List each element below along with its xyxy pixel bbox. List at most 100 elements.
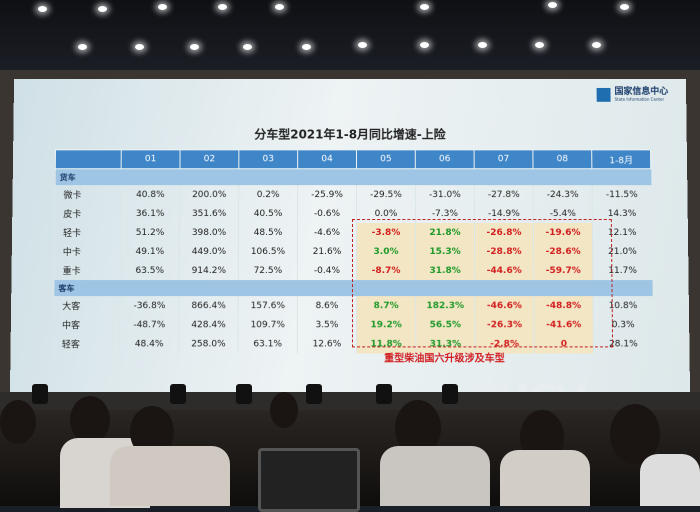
- ceiling-light: [620, 4, 629, 10]
- audience-body: [640, 454, 700, 506]
- ceiling-light: [548, 2, 557, 8]
- row-label: 轻卡: [54, 223, 120, 242]
- table-cell: 48.5%: [238, 223, 297, 242]
- audience-body: [380, 446, 490, 506]
- table-cell: 14.3%: [592, 204, 651, 223]
- stage-spotlight: [442, 384, 458, 404]
- group-row: 货车: [55, 169, 651, 185]
- table-cell: -41.6%: [534, 315, 593, 334]
- table-cell: 40.5%: [239, 204, 298, 223]
- table-cell: 21.8%: [415, 223, 474, 242]
- ceiling-light: [243, 44, 252, 50]
- table-cell: 3.0%: [357, 242, 416, 261]
- stage-spotlight: [376, 384, 392, 404]
- table-cell: -0.6%: [298, 204, 357, 223]
- sic-logo-icon: [597, 87, 611, 101]
- table-cell: 63.1%: [238, 334, 297, 353]
- column-header: 07: [474, 150, 533, 169]
- logo-text-en: State Information Center: [615, 97, 669, 102]
- table-cell: -14.9%: [474, 204, 533, 223]
- table-cell: 51.2%: [120, 223, 179, 242]
- table-cell: -26.8%: [474, 223, 533, 242]
- table-cell: 258.0%: [179, 334, 238, 353]
- table-cell: 21.6%: [297, 242, 356, 261]
- table-cell: -28.6%: [534, 242, 593, 261]
- table-cell: 12.1%: [592, 223, 651, 242]
- ceiling-light: [302, 44, 311, 50]
- stage-spotlight: [236, 384, 252, 404]
- table-cell: -19.6%: [533, 223, 592, 242]
- table-cell: 8.6%: [297, 296, 356, 315]
- column-header: 1-8月: [592, 150, 651, 169]
- table-cell: 31.8%: [416, 261, 475, 280]
- table-header-row: 01 02 03 04 05 06 07 08 1-8月: [55, 150, 650, 169]
- row-label: 微卡: [55, 185, 121, 204]
- slide-title: 分车型2021年1-8月同比增速-上险: [13, 126, 687, 143]
- table-cell: 63.5%: [120, 261, 179, 280]
- table-row: 轻客 48.4% 258.0% 63.1% 12.6% 11.8% 31.3% -2.8% 0 2…: [53, 334, 653, 353]
- table-cell: -25.9%: [298, 185, 357, 204]
- table-cell: 56.5%: [416, 315, 475, 334]
- ceiling-light: [478, 42, 487, 48]
- ceiling-light: [98, 6, 107, 12]
- table-cell: 182.3%: [416, 296, 475, 315]
- ceiling-light: [420, 4, 429, 10]
- column-header: 05: [356, 150, 415, 169]
- table-cell: 11.7%: [593, 261, 652, 280]
- table-cell: 8.7%: [357, 296, 416, 315]
- audience-head: [70, 396, 110, 444]
- table-cell: 398.0%: [179, 223, 238, 242]
- audience-body: [500, 450, 590, 506]
- row-label: 重卡: [54, 261, 120, 280]
- table-cell: -24.3%: [533, 185, 592, 204]
- table-cell: -28.8%: [475, 242, 534, 261]
- table-cell: -26.3%: [475, 315, 534, 334]
- table-cell: -46.6%: [475, 296, 534, 315]
- table-cell: 0.2%: [239, 185, 298, 204]
- audience-body: [110, 446, 230, 506]
- ceiling-light: [592, 42, 601, 48]
- stage-spotlight: [32, 384, 48, 404]
- table-cell: -31.0%: [415, 185, 474, 204]
- table-cell: -5.4%: [533, 204, 592, 223]
- column-header: 02: [180, 150, 239, 169]
- table-cell: -0.4%: [297, 261, 356, 280]
- table-cell: 200.0%: [180, 185, 239, 204]
- stage-spotlight: [170, 384, 186, 404]
- table-cell: 0.0%: [356, 204, 415, 223]
- table-cell: 19.2%: [357, 315, 416, 334]
- column-header: 03: [239, 150, 298, 169]
- table-cell: 12.6%: [297, 334, 356, 353]
- table-row: 中卡 49.1% 449.0% 106.5% 21.6% 3.0% 15.3% -28.8% -…: [54, 242, 652, 261]
- ceiling-light: [38, 6, 47, 12]
- table-cell: -11.5%: [592, 185, 651, 204]
- table-cell: -48.8%: [534, 296, 593, 315]
- logo-text-cn: 国家信息中心: [614, 87, 668, 97]
- table-row: 轻卡 51.2% 398.0% 48.5% -4.6% -3.8% 21.8% -26.8% -…: [54, 223, 651, 242]
- table-cell: 0.3%: [593, 315, 652, 334]
- row-label: 轻客: [53, 334, 119, 353]
- table-cell: 0: [534, 334, 593, 353]
- table-row: 大客 -36.8% 866.4% 157.6% 8.6% 8.7% 182.3% -46.6%…: [54, 296, 653, 315]
- table-cell: 21.0%: [593, 242, 652, 261]
- group-label: 客车: [54, 280, 652, 296]
- ceiling-light: [275, 4, 284, 10]
- presentation-screen: 国家信息中心 State Information Center 分车型2021年…: [10, 79, 690, 397]
- camera-device: [258, 448, 360, 512]
- ceiling-light: [420, 42, 429, 48]
- highlight-note: 重型柴油国六升级涉及车型: [384, 349, 505, 364]
- table-row: 皮卡 36.1% 351.6% 40.5% -0.6% 0.0% -7.3% -14.9% -5…: [55, 204, 652, 223]
- table-cell: -27.8%: [474, 185, 533, 204]
- ceiling-light: [158, 4, 167, 10]
- row-label: 中客: [53, 315, 119, 334]
- table-cell: 10.8%: [593, 296, 652, 315]
- growth-table: 01 02 03 04 05 06 07 08 1-8月 货车 微卡 40.8% 20…: [53, 149, 654, 353]
- table-cell: 49.1%: [120, 242, 179, 261]
- table-cell: 109.7%: [238, 315, 297, 334]
- sic-logo: 国家信息中心 State Information Center: [597, 87, 669, 102]
- table-cell: -3.8%: [356, 223, 415, 242]
- table-cell: -29.5%: [356, 185, 415, 204]
- row-label: 大客: [54, 296, 120, 315]
- table-row: 中客 -48.7% 428.4% 109.7% 3.5% 19.2% 56.5% -26.3%…: [53, 315, 652, 334]
- group-label: 货车: [55, 169, 651, 185]
